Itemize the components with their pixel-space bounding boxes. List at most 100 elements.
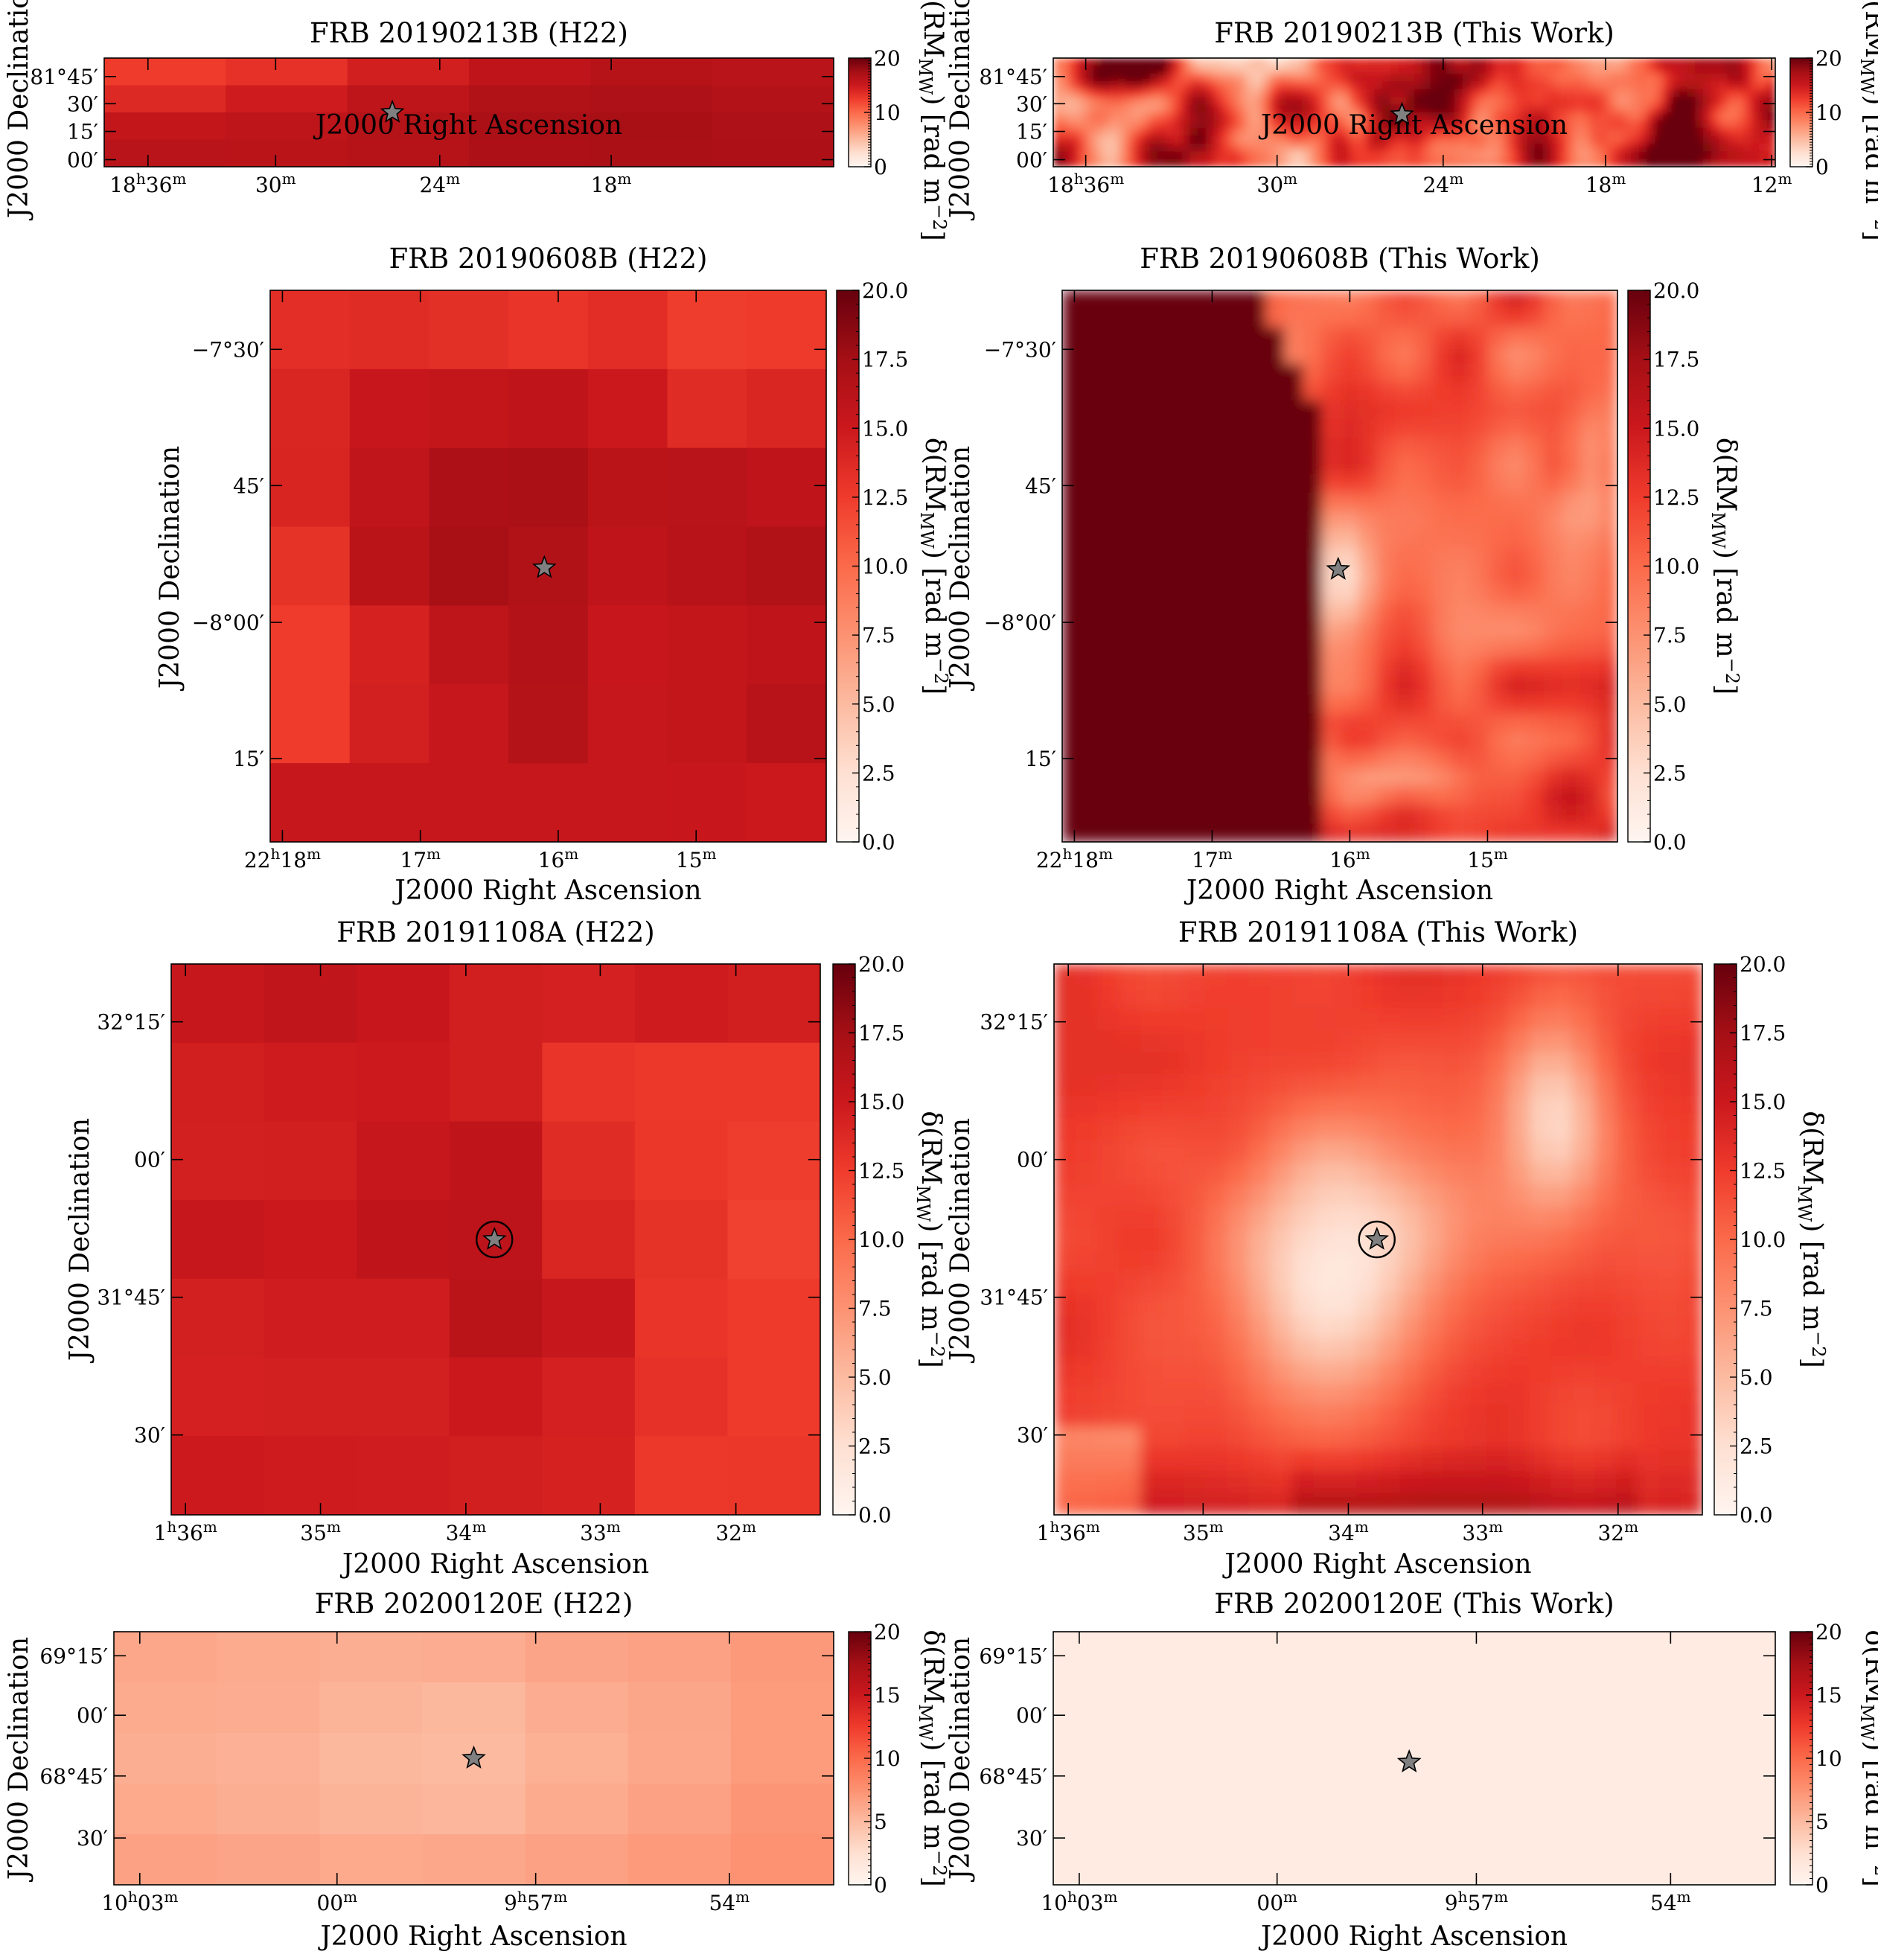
heatmap-cell: [1237, 66, 1247, 74]
heatmap-cell: [1638, 120, 1648, 129]
heatmap-cell: [1248, 1382, 1271, 1405]
heatmap-cell: [1350, 81, 1359, 90]
heatmap-cell: [1358, 750, 1378, 769]
heatmap-cell: [1303, 456, 1322, 475]
y-tick-label: 45′: [233, 473, 264, 498]
heatmap-cell: [1687, 81, 1696, 90]
heatmap-cell: [1248, 1250, 1271, 1273]
heatmap-cell: [1189, 58, 1198, 67]
heatmap-cell: [1580, 695, 1600, 714]
heatmap-cell: [1574, 159, 1583, 167]
heatmap-cell: [1054, 1295, 1076, 1318]
colorbar-label: δ(RMMW) [rad m−2]: [1708, 438, 1743, 695]
heatmap-cell: [1446, 159, 1455, 167]
heatmap-cell: [1157, 143, 1166, 152]
colorbar: 0.02.55.07.510.012.515.017.520.0δ(RMMW) …: [832, 952, 948, 1528]
heatmap-cell: [1356, 1096, 1379, 1119]
heatmap-cell: [1378, 1493, 1401, 1515]
heatmap-cell: [1469, 823, 1489, 842]
heatmap-cell: [1157, 151, 1166, 160]
heatmap-cell: [508, 763, 589, 842]
heatmap-cell: [1743, 120, 1752, 129]
y-tick-label: 00′: [1017, 1148, 1048, 1172]
heatmap-cell: [1534, 89, 1544, 98]
heatmap-cell: [1119, 1426, 1141, 1449]
heatmap-cell: [171, 1042, 265, 1123]
heatmap-cell: [1469, 327, 1489, 346]
heatmap-cell: [1093, 112, 1102, 121]
heatmap-cell: [1228, 327, 1248, 346]
heatmap-cell: [1265, 566, 1285, 585]
heatmap-cell: [1469, 345, 1489, 365]
heatmap-cell: [1358, 73, 1367, 82]
heatmap-cell: [1663, 120, 1672, 129]
heatmap-cell: [1543, 492, 1562, 511]
heatmap-cell: [1140, 1470, 1163, 1493]
heatmap-cell: [1543, 676, 1562, 695]
heatmap-cell: [1265, 529, 1285, 549]
heatmap-cell: [1284, 437, 1303, 456]
heatmap-cell: [1205, 159, 1215, 167]
panel-7: FRB 20200120E (H22)10h03m 00m 9h57m 54m69°1…: [4, 1588, 950, 1952]
heatmap-cell: [1342, 81, 1351, 90]
heatmap-cell: [1376, 492, 1396, 511]
heatmap-cell: [226, 85, 348, 113]
heatmap-cell: [1077, 104, 1086, 113]
heatmap-cell: [1432, 308, 1451, 328]
heatmap-cell: [1358, 602, 1378, 622]
heatmap-cell: [1395, 584, 1415, 604]
heatmap-cell: [1358, 456, 1378, 475]
heatmap-cell: [1615, 1470, 1638, 1493]
heatmap-cell: [1594, 1405, 1617, 1428]
colorbar-tick-label: 20.0: [1740, 952, 1786, 977]
heatmap-cell: [1284, 676, 1303, 695]
heatmap-cell: [1376, 529, 1396, 549]
heatmap-cell: [1302, 120, 1311, 129]
heatmap-cell: [1438, 127, 1447, 136]
heatmap-cell: [1245, 89, 1255, 98]
heatmap-cell: [1285, 120, 1294, 129]
heatmap-cell: [1580, 345, 1600, 365]
heatmap-cell: [1192, 327, 1211, 346]
heatmap-cell: [1572, 1272, 1595, 1295]
heatmap-cell: [1205, 112, 1215, 121]
heatmap-cell: [1510, 58, 1519, 67]
heatmap-cell: [1165, 104, 1175, 113]
heatmap-cell: [1080, 474, 1100, 494]
heatmap-cell: [1136, 327, 1155, 346]
heatmap-cell: [1727, 151, 1736, 160]
heatmap-cell: [1221, 89, 1230, 98]
heatmap-cell: [1162, 1272, 1184, 1295]
heatmap-cell: [1637, 1316, 1660, 1339]
heatmap-cell: [1506, 529, 1526, 549]
heatmap-cell: [1334, 112, 1343, 121]
heatmap-cell: [1154, 382, 1174, 401]
heatmap-cell: [1647, 151, 1655, 160]
heatmap-cell: [1421, 986, 1444, 1009]
heatmap-cell: [1076, 1382, 1098, 1405]
heatmap-cell: [1133, 151, 1143, 160]
heatmap-cell: [1432, 511, 1451, 530]
heatmap-cell: [1451, 805, 1470, 824]
heatmap-cell: [1637, 1096, 1660, 1119]
heatmap-cell: [1277, 73, 1287, 82]
y-tick-label: 69°15′: [979, 1644, 1047, 1668]
heatmap-cell: [1647, 58, 1655, 67]
heatmap-cell: [1192, 695, 1211, 714]
heatmap-cell: [1213, 104, 1222, 113]
heatmap-cell: [1265, 456, 1285, 475]
heatmap-cell: [1378, 1382, 1401, 1405]
heatmap-cell: [1141, 89, 1150, 98]
heatmap-cell: [1265, 805, 1285, 824]
heatmap-cell: [1469, 456, 1489, 475]
heatmap-cell: [1663, 81, 1672, 90]
heatmap-cell: [1534, 135, 1544, 144]
heatmap-cell: [1085, 66, 1094, 74]
heatmap-cell: [1076, 1206, 1098, 1229]
heatmap-cell: [1703, 127, 1712, 136]
heatmap-cell: [1566, 73, 1576, 82]
heatmap-cell: [1080, 584, 1100, 604]
heatmap-cell: [1321, 363, 1341, 383]
heatmap-cell: [1335, 1338, 1358, 1362]
